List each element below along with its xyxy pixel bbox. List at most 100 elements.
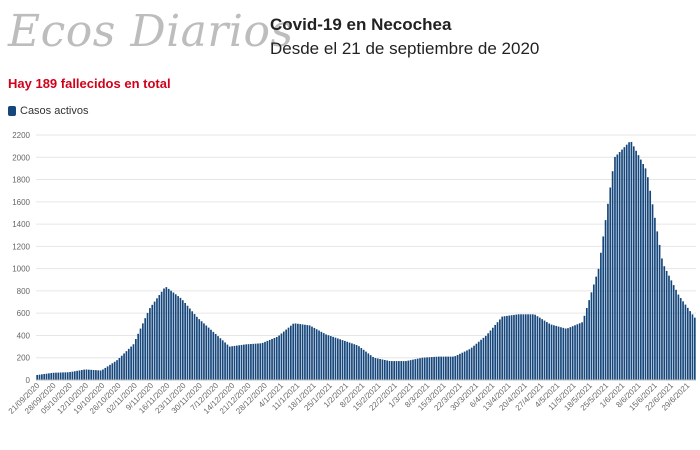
bar	[57, 372, 60, 380]
bar	[62, 372, 64, 380]
y-tick-label: 800	[17, 287, 31, 296]
bar	[670, 280, 673, 380]
bar	[527, 314, 529, 380]
bar	[546, 322, 548, 380]
bar	[409, 360, 412, 380]
bar	[585, 307, 588, 380]
bar	[264, 341, 266, 380]
bar	[289, 325, 292, 380]
bar	[607, 203, 609, 380]
bar	[149, 308, 151, 380]
bar	[191, 311, 194, 380]
bar	[250, 344, 252, 380]
bar	[564, 328, 567, 380]
bar	[365, 351, 367, 380]
bar	[663, 266, 666, 380]
bar	[691, 314, 694, 381]
bar	[151, 304, 154, 380]
bar	[95, 370, 97, 380]
bar	[522, 314, 525, 380]
bar	[508, 315, 511, 380]
bar	[567, 328, 569, 380]
bar	[99, 370, 102, 380]
bar	[214, 333, 217, 380]
bar	[282, 331, 285, 380]
bar	[320, 331, 323, 380]
bar	[43, 374, 46, 380]
bar	[50, 373, 53, 380]
bar	[45, 373, 48, 380]
bar	[205, 325, 208, 380]
bar	[433, 356, 435, 380]
bar	[48, 373, 50, 380]
bar	[452, 356, 454, 380]
bar	[379, 358, 381, 380]
bar	[531, 314, 534, 380]
bar	[376, 358, 379, 380]
bar	[480, 339, 482, 380]
bar	[306, 325, 309, 380]
bar	[569, 327, 572, 380]
bar	[332, 336, 334, 380]
bar	[217, 336, 219, 380]
bar	[388, 360, 391, 380]
bar	[503, 316, 506, 380]
bar	[524, 314, 527, 380]
bar	[179, 297, 182, 380]
bar	[109, 364, 111, 380]
bar	[642, 163, 644, 380]
bar	[637, 155, 640, 380]
bar	[393, 361, 396, 380]
bar	[656, 231, 659, 380]
bar	[80, 370, 83, 380]
bar	[426, 357, 428, 380]
y-tick-label: 1600	[12, 198, 30, 207]
bar	[520, 314, 522, 380]
bar	[614, 156, 616, 380]
bar	[654, 217, 656, 380]
chart-legend[interactable]: Casos activos	[8, 105, 88, 117]
bar	[644, 168, 647, 380]
bar	[647, 177, 649, 380]
bar	[165, 287, 168, 380]
bar	[163, 288, 165, 380]
bar	[677, 294, 680, 380]
bar	[475, 343, 478, 380]
bar	[113, 361, 116, 380]
bar	[346, 341, 349, 380]
bar	[534, 314, 536, 380]
y-tick-label: 1400	[12, 220, 30, 229]
bar	[238, 345, 241, 380]
bar	[88, 369, 90, 380]
bar	[69, 372, 71, 380]
bar	[484, 335, 487, 380]
bar	[541, 319, 543, 380]
bar	[437, 356, 440, 380]
bar	[329, 336, 332, 380]
deaths-note: Hay 189 fallecidos en total	[8, 76, 171, 91]
bar	[207, 327, 210, 380]
active-cases-chart: 0 200 400 600 800 1000 1200 1400 1600 1800 2000 220…	[7, 131, 696, 416]
bar	[489, 330, 492, 380]
bar	[228, 346, 231, 380]
bar	[581, 322, 583, 380]
bar	[402, 361, 405, 380]
bar	[71, 371, 74, 380]
bar	[482, 337, 485, 380]
bar	[252, 343, 255, 380]
bar	[548, 323, 551, 380]
bar	[538, 317, 541, 380]
bar	[245, 344, 248, 380]
bar	[689, 311, 691, 380]
bar	[83, 369, 85, 380]
bar	[665, 270, 668, 380]
bar	[684, 304, 687, 380]
bar	[496, 322, 499, 380]
bar	[142, 323, 144, 380]
bar	[351, 343, 353, 380]
bar	[494, 324, 497, 380]
bar	[372, 356, 374, 380]
bar	[325, 334, 327, 380]
bar	[630, 141, 633, 380]
bar	[130, 346, 132, 380]
